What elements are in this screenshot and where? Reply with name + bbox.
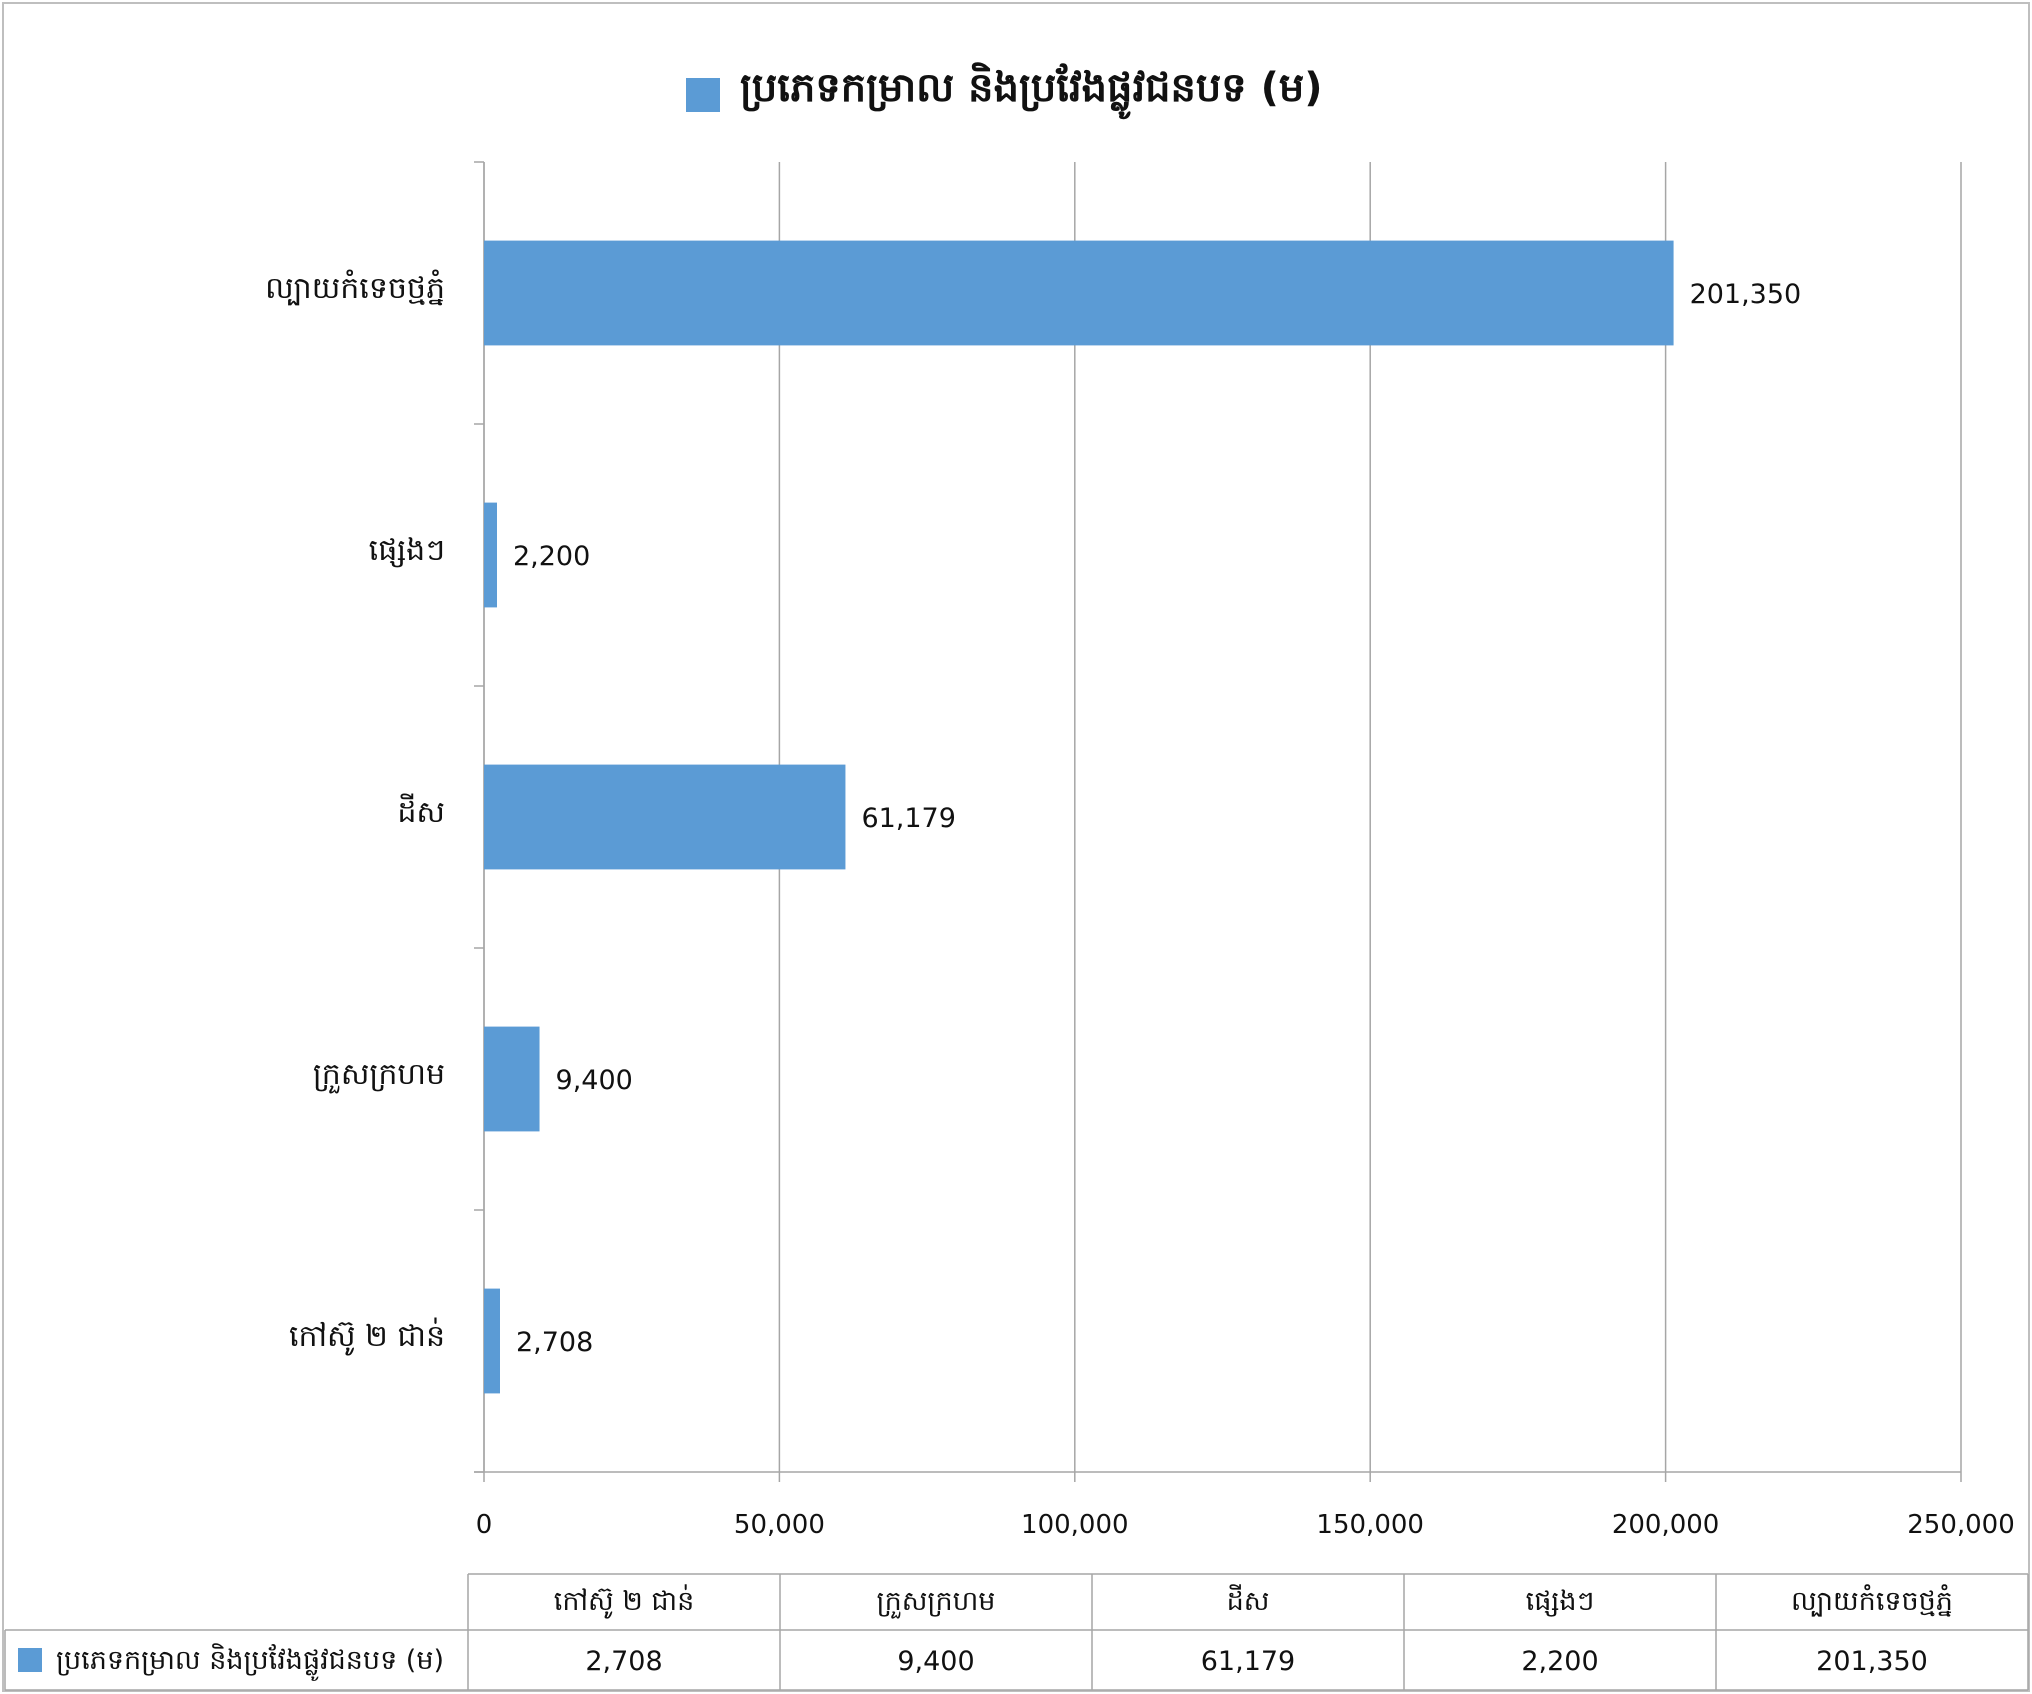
x-tick-label: 150,000 bbox=[1316, 1510, 1424, 1540]
category-label: ផ្សេងៗ bbox=[369, 533, 445, 568]
bar bbox=[484, 1288, 500, 1394]
bar bbox=[484, 1026, 540, 1132]
x-tick-label: 250,000 bbox=[1907, 1510, 2015, 1540]
table-header-cell: ដីស bbox=[1227, 1584, 1270, 1617]
table-value-cell: 61,179 bbox=[1201, 1646, 1295, 1677]
title-legend-key bbox=[686, 78, 720, 112]
x-tick-label: 0 bbox=[476, 1510, 493, 1540]
chart-title: ប្រភេទកម្រាល និងប្រវែងផ្លូវជនបទ (ម) bbox=[740, 62, 1323, 120]
table-value-cell: 2,708 bbox=[585, 1646, 662, 1677]
table-header-cell: ផ្សេងៗ bbox=[1526, 1586, 1595, 1617]
x-tick-label: 200,000 bbox=[1612, 1510, 1720, 1540]
x-tick-label: 100,000 bbox=[1021, 1510, 1129, 1540]
table-header-cell: កៅស៊ូ ២ ជាន់ bbox=[554, 1584, 694, 1619]
table-series-name: ប្រភេទកម្រាល និងប្រវែងផ្លូវជនបទ (ម) bbox=[56, 1643, 444, 1681]
bar-data-label: 2,200 bbox=[513, 541, 590, 572]
table-value-cell: 2,200 bbox=[1521, 1646, 1598, 1677]
category-label: ក្រួសក្រហម bbox=[313, 1057, 445, 1094]
bar-data-label: 61,179 bbox=[861, 803, 955, 834]
category-label: ល្បាយកំទេចថ្មភ្នំ bbox=[265, 269, 445, 306]
table-value-cell: 9,400 bbox=[897, 1646, 974, 1677]
bar-data-label: 201,350 bbox=[1690, 279, 1802, 310]
table-legend-key bbox=[18, 1648, 42, 1672]
bar-data-label: 9,400 bbox=[556, 1065, 633, 1096]
x-tick-label: 50,000 bbox=[734, 1510, 825, 1540]
table-value-cell: 201,350 bbox=[1816, 1646, 1928, 1677]
category-label: ដីស bbox=[397, 793, 445, 830]
bar bbox=[484, 240, 1674, 346]
table-header-cell: ក្រួសក្រហម bbox=[877, 1586, 996, 1619]
category-label: កៅស៊ូ ២ ជាន់ bbox=[289, 1317, 445, 1356]
bar bbox=[484, 502, 497, 608]
table-header-cell: ល្បាយកំទេចថ្មភ្នំ bbox=[1791, 1584, 1953, 1617]
bar bbox=[484, 764, 846, 870]
bar-data-label: 2,708 bbox=[516, 1327, 593, 1358]
